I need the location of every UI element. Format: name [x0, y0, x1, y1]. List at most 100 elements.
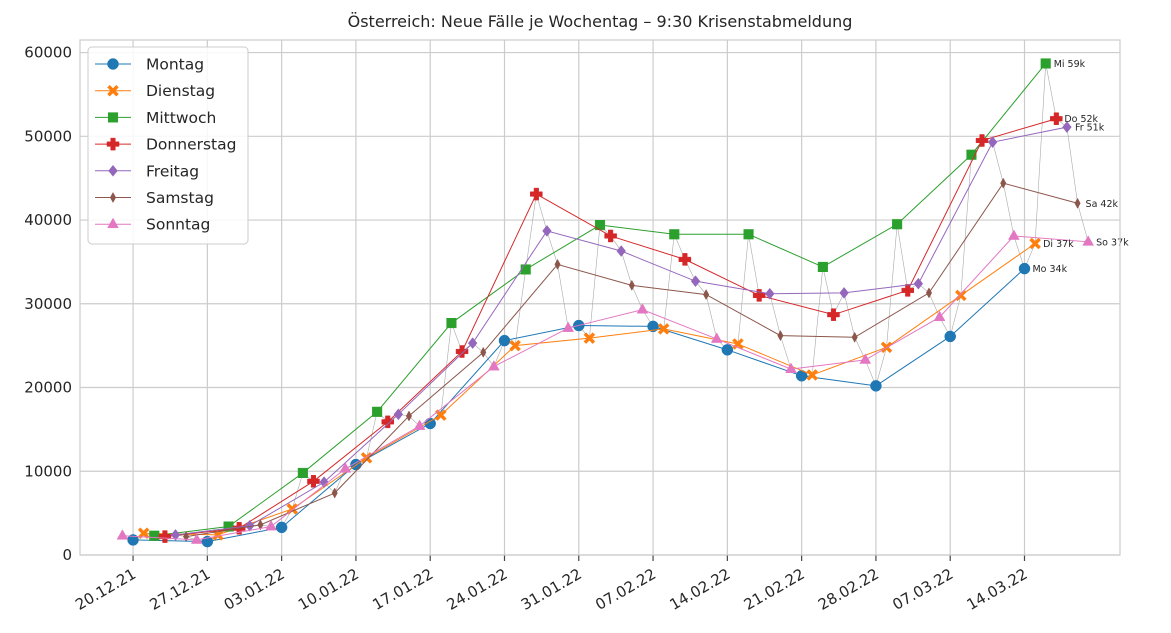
- series-donnerstag: [158, 112, 1063, 543]
- point-mittwoch: [1040, 58, 1051, 69]
- point-freitag: [616, 245, 626, 257]
- legend-label: Freitag: [146, 162, 199, 180]
- end-label-dienstag: Di 37k: [1043, 239, 1074, 250]
- plot-frame: [79, 39, 1121, 556]
- point-donnerstag: [158, 530, 172, 543]
- x-tick-label: 17.01.22: [369, 565, 436, 614]
- legend: Montag Dienstag Mittwoch Donnerstag Freitag S…: [87, 46, 249, 245]
- series-mittwoch: [149, 58, 1051, 541]
- point-freitag: [1062, 121, 1072, 133]
- point-mittwoch: [743, 229, 754, 240]
- point-mittwoch: [892, 219, 903, 230]
- legend-marker: [107, 84, 119, 97]
- series-dienstag: [137, 237, 1041, 541]
- point-montag: [944, 330, 956, 343]
- legend-marker: [107, 58, 119, 70]
- point-sonntag: [1008, 229, 1020, 240]
- end-label-freitag: Fr 51k: [1075, 123, 1105, 134]
- point-dienstag: [954, 289, 967, 302]
- y-tick-label: 30000: [24, 295, 72, 313]
- point-sonntag: [339, 462, 352, 473]
- point-mittwoch: [520, 264, 531, 275]
- point-samstag: [257, 519, 264, 531]
- y-axis: 0 10000 20000 30000 40000 50000 60000: [24, 44, 72, 564]
- x-tick-label: 28.02.22: [815, 565, 882, 614]
- point-montag: [498, 334, 511, 347]
- x-axis: 20.12.21 27.12.21 03.01.22 10.01.22 17.01.22…: [72, 555, 1030, 614]
- series-line-sonntag: [122, 235, 1089, 541]
- point-sonntag: [116, 529, 129, 540]
- series-line-mittwoch: [154, 63, 1047, 537]
- point-mittwoch: [297, 467, 308, 478]
- point-dienstag: [434, 409, 447, 422]
- x-tick-label: 10.01.22: [295, 565, 362, 614]
- point-dienstag: [657, 323, 670, 335]
- point-donnerstag: [455, 345, 469, 358]
- point-sonntag: [1082, 235, 1094, 246]
- point-sonntag: [859, 353, 872, 364]
- legend-item-donnerstag: Donnerstag: [95, 136, 236, 154]
- point-donnerstag: [678, 253, 692, 266]
- legend-marker: [106, 137, 120, 151]
- point-freitag: [542, 225, 552, 237]
- y-tick-label: 50000: [24, 127, 72, 145]
- end-label-mittwoch: Mi 59k: [1054, 59, 1086, 70]
- series-line-freitag: [175, 126, 1068, 536]
- x-tick-label: 31.01.22: [518, 565, 585, 614]
- point-freitag: [839, 286, 849, 299]
- legend-box: [87, 46, 249, 245]
- point-donnerstag: [530, 187, 543, 201]
- point-freitag: [987, 136, 998, 149]
- connector-polyline: [122, 63, 1089, 542]
- y-tick-label: 20000: [24, 379, 72, 397]
- point-donnerstag: [752, 289, 766, 302]
- point-donnerstag: [381, 415, 395, 429]
- legend-item-dienstag: Dienstag: [95, 82, 215, 100]
- legend-item-mittwoch: Mittwoch: [95, 109, 216, 127]
- y-tick-label: 0: [62, 546, 72, 564]
- point-sonntag: [785, 362, 797, 373]
- x-tick-label: 24.01.22: [444, 565, 511, 614]
- point-sonntag: [413, 419, 426, 430]
- legend-marker: [108, 164, 118, 177]
- point-sonntag: [488, 360, 500, 371]
- y-tick-label: 10000: [24, 462, 72, 480]
- end-label-sonntag: So 37k: [1096, 237, 1129, 248]
- point-mittwoch: [372, 406, 383, 417]
- point-samstag: [331, 487, 338, 499]
- legend-item-freitag: Freitag: [95, 162, 199, 180]
- x-tick-label: 20.12.21: [72, 565, 139, 614]
- point-dienstag: [806, 369, 819, 381]
- point-samstag: [628, 279, 635, 291]
- point-dienstag: [1029, 237, 1041, 250]
- x-tick-label: 14.03.22: [964, 565, 1031, 614]
- point-mittwoch: [149, 530, 160, 541]
- point-samstag: [480, 346, 487, 358]
- point-dienstag: [583, 332, 596, 344]
- point-samstag: [777, 330, 784, 342]
- end-label-montag: Mo 34k: [1032, 264, 1067, 275]
- point-donnerstag: [975, 134, 989, 147]
- point-sonntag: [265, 520, 277, 531]
- point-samstag: [703, 289, 710, 301]
- point-donnerstag: [604, 229, 617, 243]
- chart-title: Österreich: Neue Fälle je Wochentag – 9:…: [348, 12, 853, 31]
- point-donnerstag: [1050, 112, 1063, 125]
- legend-marker: [107, 112, 119, 123]
- point-samstag: [1000, 177, 1007, 189]
- connector-line: [122, 63, 1089, 542]
- legend-label: Samstag: [146, 189, 214, 207]
- end-label-samstag: Sa 42k: [1086, 199, 1119, 210]
- x-tick-label: 14.02.22: [666, 565, 733, 614]
- point-samstag: [405, 410, 413, 422]
- legend-label: Sonntag: [146, 216, 210, 234]
- legend-label: Mittwoch: [146, 109, 216, 127]
- point-mittwoch: [446, 317, 457, 329]
- point-freitag: [690, 275, 701, 288]
- point-samstag: [1074, 197, 1081, 209]
- series-freitag: [170, 121, 1072, 541]
- point-freitag: [913, 277, 924, 290]
- legend-item-sonntag: Sonntag: [95, 216, 210, 234]
- point-sonntag: [190, 533, 203, 544]
